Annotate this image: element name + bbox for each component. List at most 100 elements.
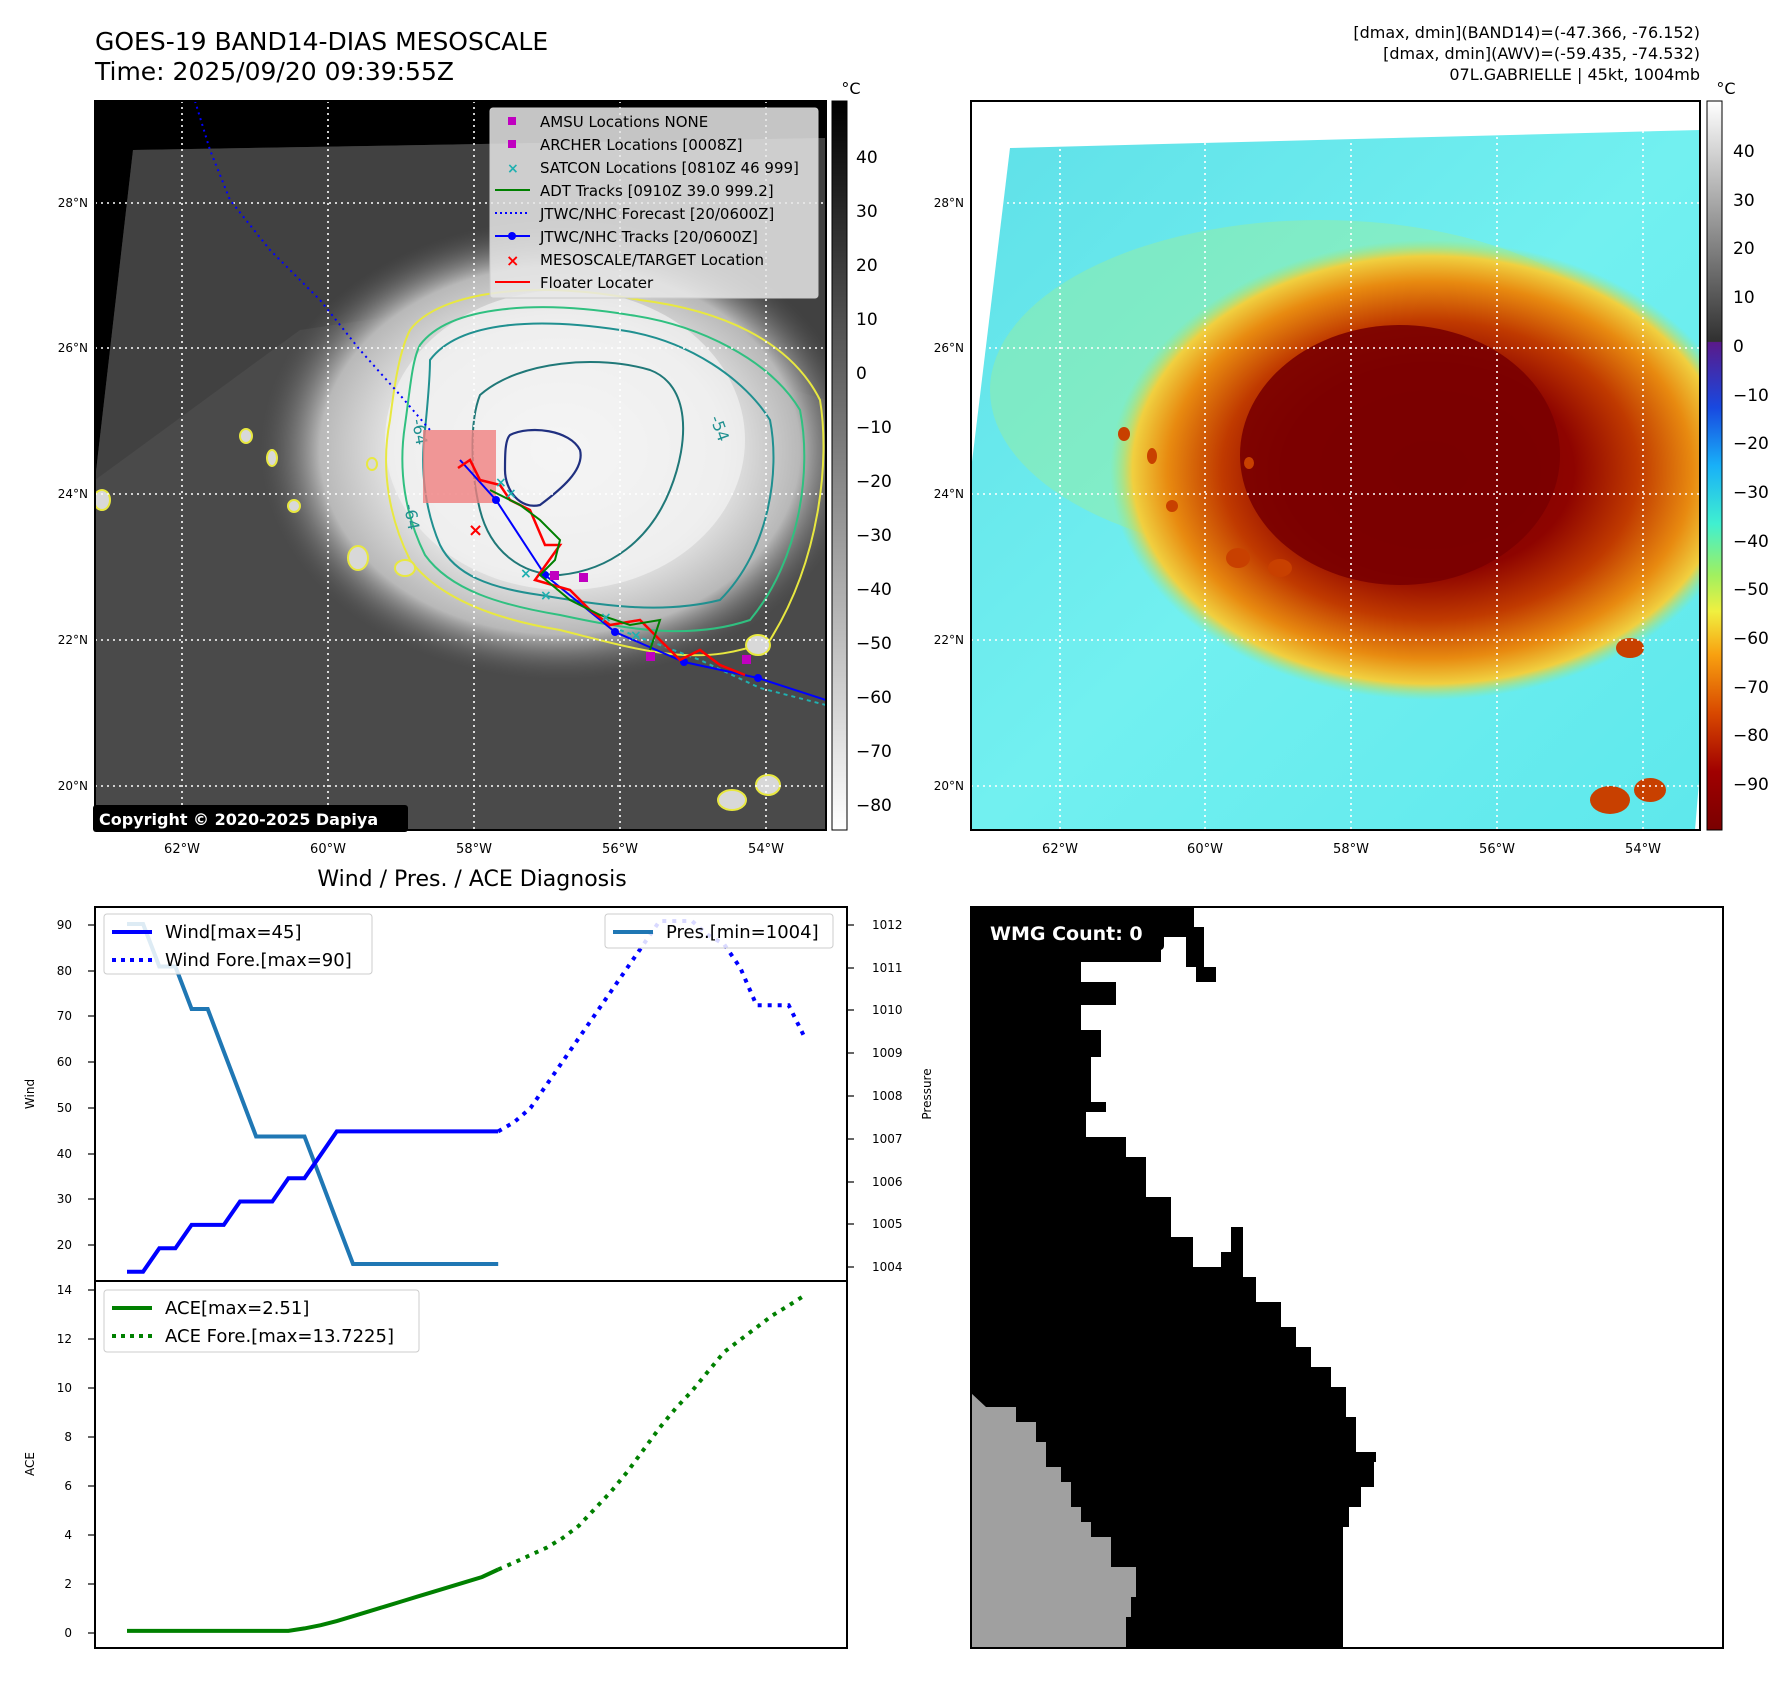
map-frame-right bbox=[970, 100, 1701, 831]
legend-amsu-marker bbox=[508, 117, 516, 125]
cb-color-tick: −40 bbox=[1733, 532, 1769, 552]
colorbar-color-unit: °C bbox=[1716, 79, 1735, 98]
mesoscale-target-marker: × bbox=[468, 520, 483, 541]
cb-gray-tick: −20 bbox=[856, 472, 892, 492]
pres-tick: 1005 bbox=[872, 1217, 903, 1231]
map-frame-left bbox=[94, 100, 827, 831]
lat-tick-r-28: 28°N bbox=[934, 196, 964, 210]
wind-series-0 bbox=[127, 1129, 499, 1274]
wind-legend: Wind[max=45] Wind Fore.[max=90] bbox=[103, 913, 373, 975]
figure-title: GOES-19 BAND14-DIAS MESOSCALE bbox=[95, 27, 548, 56]
lat-tick-26: 26°N bbox=[58, 341, 88, 355]
wind-fore-legend-label: Wind Fore.[max=90] bbox=[165, 950, 352, 971]
lon-tick-r-58: 58°W bbox=[1333, 842, 1369, 857]
wind-tick: 80 bbox=[57, 964, 72, 978]
cb-color-tick: −60 bbox=[1733, 629, 1769, 649]
colorbar-gray-unit: °C bbox=[841, 79, 860, 98]
wind-tick: 70 bbox=[57, 1009, 72, 1023]
cb-gray-tick: −10 bbox=[856, 418, 892, 438]
cb-gray-tick: 40 bbox=[856, 148, 878, 168]
ace-tick: 8 bbox=[64, 1430, 72, 1444]
wmg-count-box bbox=[980, 916, 1164, 950]
legend-adt: ADT Tracks [0910Z 39.0 999.2] bbox=[540, 182, 774, 200]
cb-gray-tick: −60 bbox=[856, 688, 892, 708]
legend-target: MESOSCALE/TARGET Location bbox=[540, 251, 764, 269]
lat-tick-r-24: 24°N bbox=[934, 487, 964, 501]
ir-color-map: 62°W 60°W 58°W 56°W 54°W 28°N 26°N 24°N … bbox=[934, 100, 1701, 857]
lat-tick-r-20: 20°N bbox=[934, 779, 964, 793]
legend-archer: ARCHER Locations [0008Z] bbox=[540, 136, 743, 154]
contour-teal-inner bbox=[471, 361, 685, 577]
lat-tick-r-22: 22°N bbox=[934, 633, 964, 647]
cb-color-tick: 0 bbox=[1733, 337, 1744, 357]
wind-tick: 50 bbox=[57, 1101, 72, 1115]
pres-tick: 1008 bbox=[872, 1089, 903, 1103]
pres-tick: 1007 bbox=[872, 1132, 903, 1146]
storm-color-core bbox=[1240, 325, 1560, 585]
cb-gray-tick: 30 bbox=[856, 202, 878, 222]
wmg-count: WMG Count: 0 bbox=[990, 923, 1143, 945]
map-legend: AMSU Locations NONE ARCHER Locations [00… bbox=[489, 107, 819, 299]
cb-color-tick: −50 bbox=[1733, 580, 1769, 600]
svg-text:×: × bbox=[630, 628, 642, 644]
pres-tick: 1012 bbox=[872, 918, 903, 932]
lon-tick-r-60: 60°W bbox=[1187, 842, 1223, 857]
pressure-axis-label: Pressure bbox=[920, 1068, 934, 1119]
svg-text:×: × bbox=[600, 610, 612, 626]
lat-tick-28: 28°N bbox=[58, 196, 88, 210]
pres-legend-label: Pres.[min=1004] bbox=[666, 922, 819, 943]
dmax-band14-text: [dmax, dmin](BAND14)=(-47.366, -76.152) bbox=[1353, 23, 1700, 42]
ace-tick: 4 bbox=[64, 1528, 72, 1542]
cb-color-tick: −20 bbox=[1733, 434, 1769, 454]
cb-gray-tick: −70 bbox=[856, 742, 892, 762]
lon-tick-r-56: 56°W bbox=[1479, 842, 1515, 857]
cb-color-tick: 10 bbox=[1733, 288, 1755, 308]
ace-series-0 bbox=[127, 1567, 500, 1633]
figure-time: Time: 2025/09/20 09:39:55Z bbox=[94, 57, 454, 86]
ace-fore-legend-label: ACE Fore.[max=13.7225] bbox=[165, 1326, 394, 1347]
cb-gray-tick: 0 bbox=[856, 364, 867, 384]
wind-axis-label: Wind bbox=[23, 1079, 37, 1109]
pres-tick: 1006 bbox=[872, 1175, 903, 1189]
pres-tick: 1004 bbox=[872, 1260, 903, 1274]
pressure-legend: Pres.[min=1004] bbox=[604, 913, 834, 949]
ace-tick: 12 bbox=[57, 1332, 72, 1346]
ace-legend: ACE[max=2.51] ACE Fore.[max=13.7225] bbox=[103, 1289, 420, 1353]
pressure-series-0 bbox=[127, 922, 499, 1266]
legend-nhc-dot bbox=[508, 232, 516, 240]
cb-gray-tick: 10 bbox=[856, 310, 878, 330]
legend-target-marker: × bbox=[506, 251, 519, 270]
ace-series-layer bbox=[127, 1293, 806, 1633]
legend-floater: Floater Locater bbox=[540, 274, 654, 292]
svg-text:×: × bbox=[540, 588, 552, 604]
wind-tick: 90 bbox=[57, 918, 72, 932]
lon-tick-r-62: 62°W bbox=[1042, 842, 1078, 857]
contour-navy bbox=[503, 428, 582, 507]
svg-text:×: × bbox=[505, 486, 517, 502]
legend-amsu: AMSU Locations NONE bbox=[540, 113, 708, 131]
colorbar-color: °C 40 30 20 10 0 −10 −20 −30 −40 −50 −60… bbox=[1706, 79, 1769, 831]
cb-gray-tick: −80 bbox=[856, 796, 892, 816]
ace-panel: ACE 14 12 10 8 6 4 2 0 ACE[max=2.51] ACE… bbox=[23, 1280, 848, 1649]
wmg-frame bbox=[970, 906, 1724, 1649]
adt-track bbox=[489, 489, 662, 651]
wind-tick: 40 bbox=[57, 1147, 72, 1161]
ace-legend-label: ACE[max=2.51] bbox=[165, 1298, 309, 1319]
cb-color-tick: −70 bbox=[1733, 678, 1769, 698]
copyright-text: Copyright © 2020-2025 Dapiya bbox=[99, 810, 378, 829]
ace-tick: 14 bbox=[57, 1283, 72, 1297]
lat-tick-r-26: 26°N bbox=[934, 341, 964, 355]
wmg-mask bbox=[971, 907, 1723, 1648]
wind-tick: 30 bbox=[57, 1192, 72, 1206]
wind-tick: 20 bbox=[57, 1238, 72, 1252]
cb-color-tick: −10 bbox=[1733, 386, 1769, 406]
legend-forecast: JTWC/NHC Forecast [20/0600Z] bbox=[539, 205, 774, 223]
svg-text:×: × bbox=[520, 566, 532, 582]
contour-yellow bbox=[385, 289, 825, 657]
lon-tick-r-54: 54°W bbox=[1625, 842, 1661, 857]
ace-tick: 10 bbox=[57, 1381, 72, 1395]
lon-tick-62: 62°W bbox=[164, 842, 200, 857]
cb-gray-tick: −40 bbox=[856, 580, 892, 600]
cb-gray-tick: −50 bbox=[856, 634, 892, 654]
